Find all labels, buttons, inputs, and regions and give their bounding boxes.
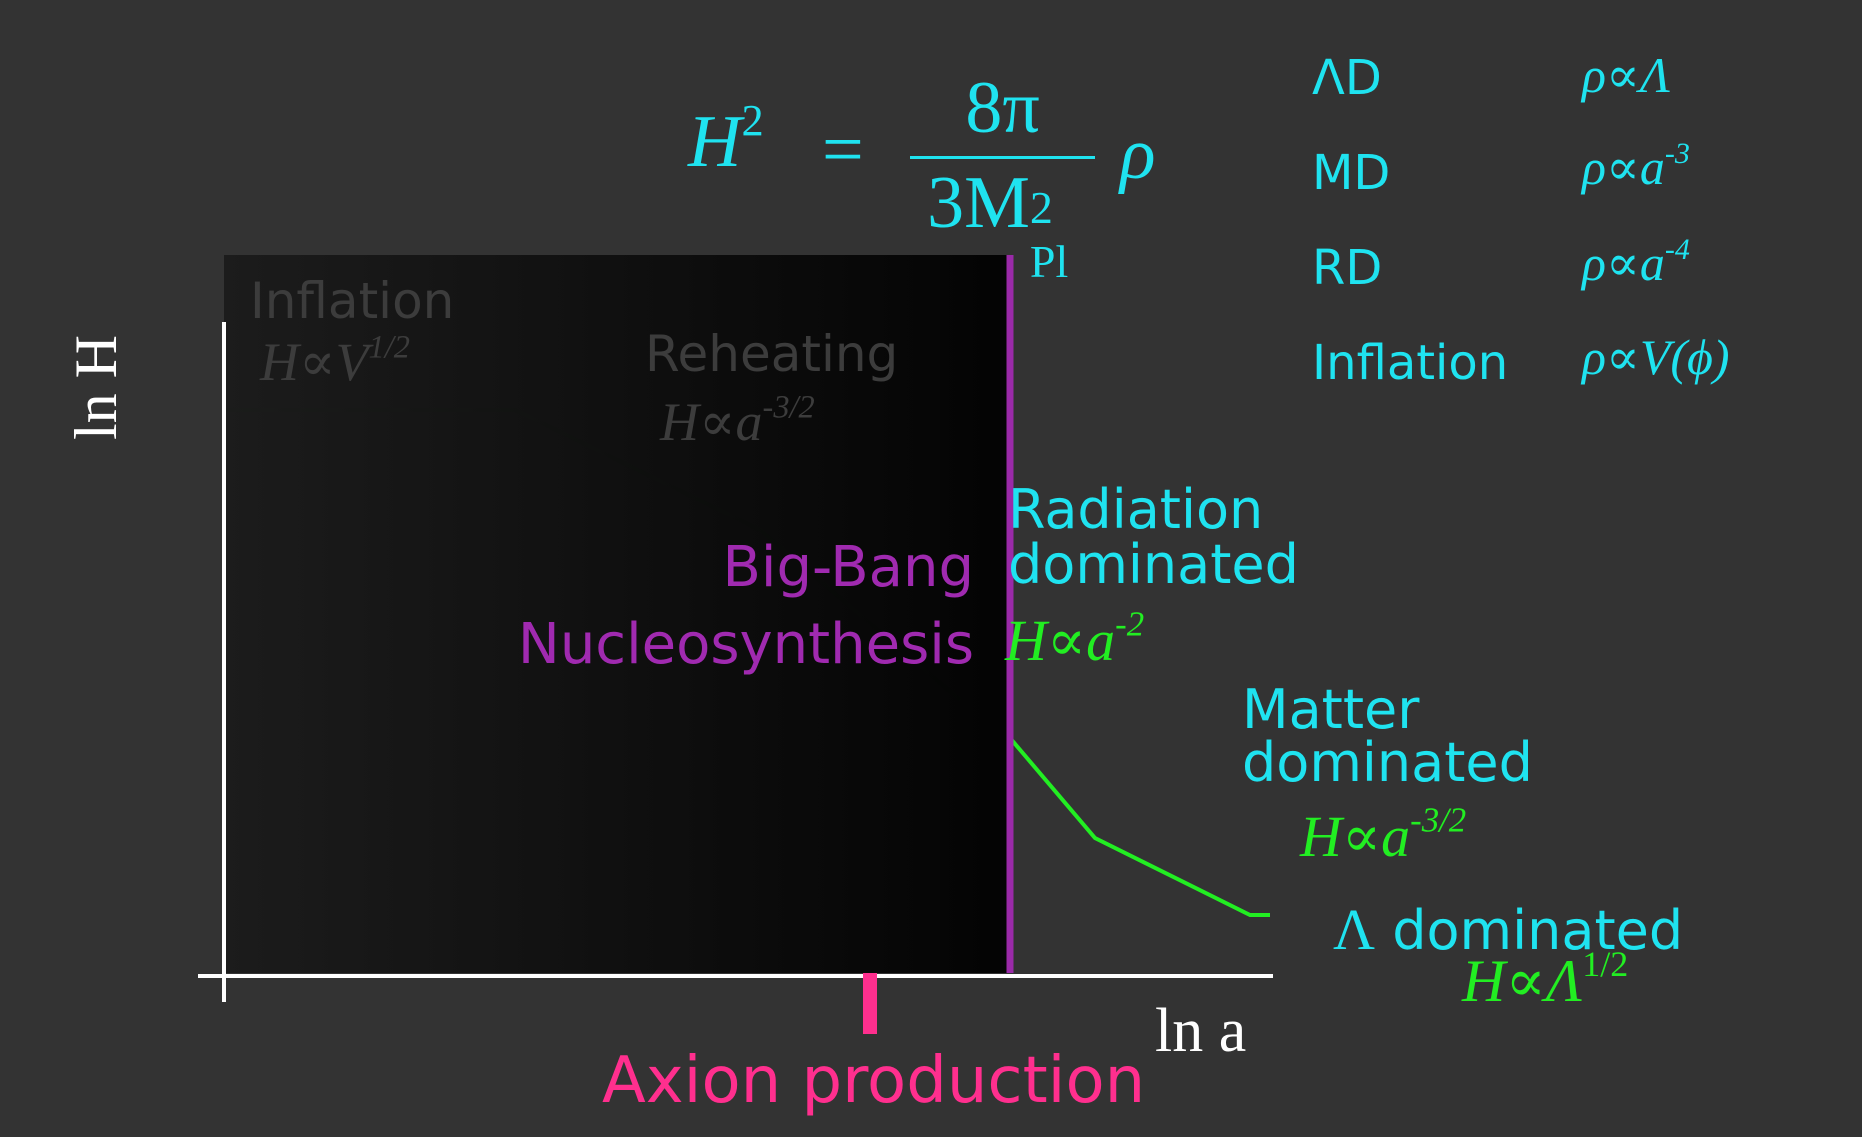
legend-name-md: MD (1312, 145, 1391, 201)
friedmann-rho: ρ (1120, 113, 1156, 195)
lambda-label: Λ dominated (1333, 897, 1684, 962)
legend-name-rd: RD (1312, 240, 1383, 296)
matter-label-line1: Matter (1242, 678, 1420, 741)
early-universe-mask (224, 255, 1010, 973)
reheating-title: Reheating (645, 325, 899, 383)
reheating-formula: H∝a-3/2 (660, 389, 815, 452)
legend-rel-inflation: ρ∝V(ϕ) (1582, 329, 1730, 385)
bbn-label-line1: Big-Bang (722, 535, 974, 600)
hubble-curve (1008, 736, 1270, 917)
legend-name-lambda: ΛD (1312, 50, 1382, 106)
matter-label-line2: dominated (1242, 731, 1533, 794)
bbn-label-line2: Nucleosynthesis (517, 612, 974, 677)
legend-rel-md: ρ∝a-3 (1582, 137, 1690, 196)
fraction-numerator: 8π (965, 67, 1040, 149)
legend-name-inflation: Inflation (1312, 335, 1509, 391)
friedmann-lhs: H2 (688, 94, 764, 183)
friedmann-equals: = (822, 109, 864, 191)
inflation-formula: H∝V1/2 (260, 329, 410, 392)
legend-rel-lambda: ρ∝Λ (1582, 47, 1671, 103)
legend-rel-rd: ρ∝a-4 (1582, 233, 1690, 292)
fraction-denominator: 3M 2 Pl (927, 162, 1069, 287)
fraction-bar (910, 156, 1095, 159)
axion-label: Axion production (602, 1044, 1146, 1118)
lambda-formula: H∝Λ1/2 (1462, 943, 1629, 1014)
radiation-label-line1: Radiation (1008, 478, 1264, 541)
x-axis-label: ln a (1155, 997, 1247, 1065)
radiation-label-line2: dominated (1008, 533, 1299, 596)
inflation-title: Inflation (250, 272, 455, 330)
y-axis-label: ln H (63, 335, 129, 440)
radiation-formula: H∝a-2 (1005, 604, 1145, 673)
matter-formula: H∝a-3/2 (1300, 800, 1467, 869)
friedmann-fraction: 8π 3M 2 Pl (910, 64, 1095, 287)
